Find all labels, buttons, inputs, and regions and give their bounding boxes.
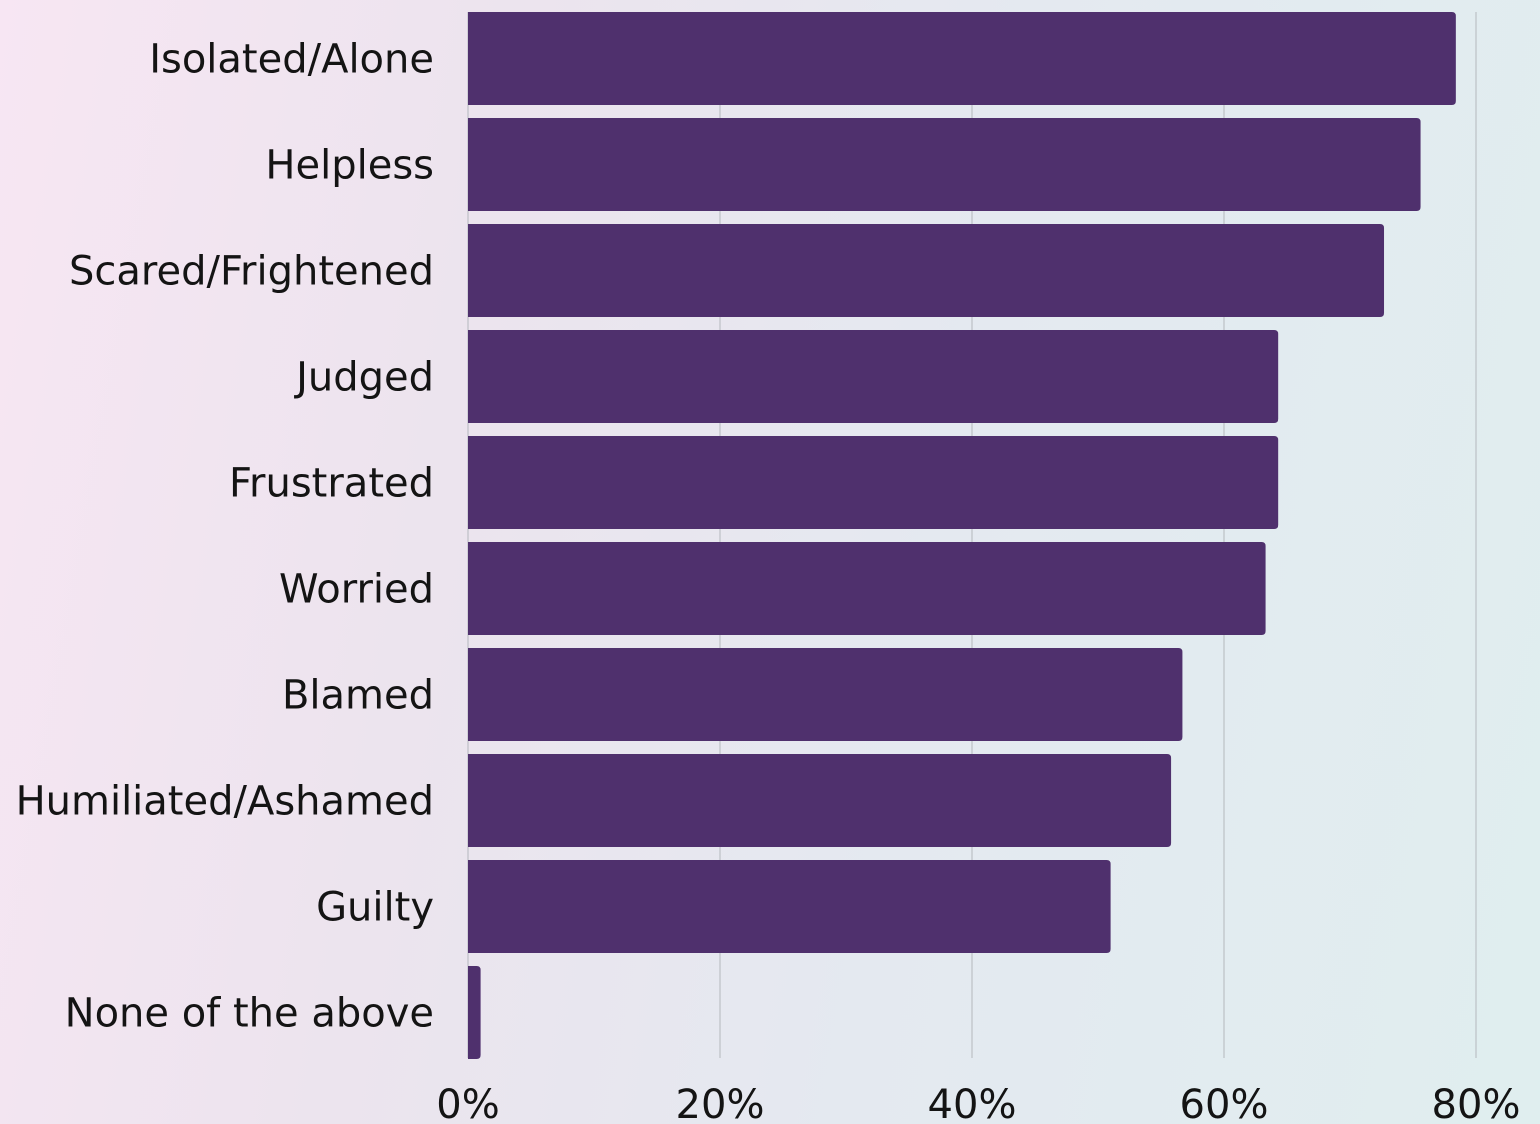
x-tick-label: 20%	[676, 1082, 765, 1124]
category-label: Isolated/Alone	[149, 37, 434, 83]
category-labels: Isolated/Alone Helpless Scared/Frightened J…	[16, 37, 434, 1037]
bar-layer	[468, 12, 1456, 1059]
bar	[468, 754, 1172, 847]
x-tick-label: 80%	[1432, 1082, 1521, 1124]
category-label: Scared/Frightened	[69, 249, 434, 295]
category-label: Worried	[279, 567, 434, 613]
x-tick-label: 0%	[436, 1082, 499, 1124]
bar	[468, 648, 1183, 741]
bar	[468, 12, 1456, 105]
category-label: Blamed	[282, 673, 434, 719]
bar	[468, 118, 1421, 211]
category-label: Guilty	[316, 885, 434, 931]
category-label: Humiliated/Ashamed	[16, 779, 434, 825]
bar	[468, 436, 1279, 529]
bar	[468, 542, 1266, 635]
bar	[468, 330, 1279, 423]
x-tick-label: 40%	[928, 1082, 1017, 1124]
category-label: Judged	[293, 355, 434, 401]
category-label: Helpless	[265, 143, 434, 189]
bar	[468, 860, 1111, 953]
category-label: Frustrated	[229, 461, 434, 507]
category-label: None of the above	[65, 991, 434, 1037]
x-axis-ticks: 0% 20% 40% 60% 80%	[436, 1082, 1520, 1124]
bar	[468, 966, 481, 1059]
bar	[468, 224, 1385, 317]
x-tick-label: 60%	[1180, 1082, 1269, 1124]
